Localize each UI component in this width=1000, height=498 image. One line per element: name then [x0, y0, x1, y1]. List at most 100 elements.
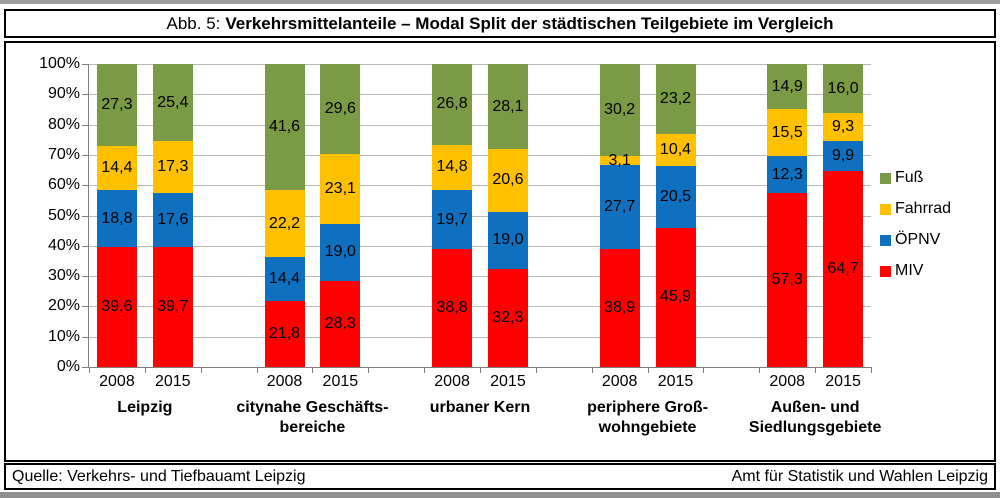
bar-segment-MIV: 38,9 — [599, 249, 640, 367]
bar-segment-Fahrrad: 3,1 — [599, 152, 640, 169]
stacked-bar-2015: 45,9 20,5 10,4 23,2 — [655, 64, 696, 367]
y-axis-tick — [82, 336, 89, 338]
bar-segment-ÖPNV: 9,9 — [823, 140, 864, 171]
bar-segment-Fuß: 14,9 — [767, 64, 808, 110]
group-label-line: bereiche — [279, 419, 346, 436]
bar-segment-Fuß: 30,2 — [599, 64, 640, 156]
segment-value-label: 28,1 — [492, 97, 524, 115]
x-axis-tick — [424, 367, 426, 373]
x-axis-tick — [535, 367, 537, 373]
gridline — [89, 306, 871, 308]
segment-value-label: 28,3 — [324, 315, 356, 333]
stacked-bar-2015: 28,3 19,0 23,1 29,6 — [320, 64, 361, 367]
bar-segment-MIV: 28,3 — [320, 281, 361, 367]
x-axis-tick — [480, 367, 481, 373]
group-label: urbaner Kern — [395, 398, 565, 418]
y-axis-tick — [82, 245, 89, 247]
chart-area: 39,6 18,8 14,4 27,3 2008 39,7 17,6 17,3 25,4 2015… — [6, 43, 994, 460]
year-label: 2008 — [601, 373, 638, 390]
y-axis-label: 60% — [47, 176, 80, 194]
legend-item-ÖPNV: ÖPNV — [880, 231, 951, 249]
bar-segment-MIV: 45,9 — [655, 227, 696, 367]
segment-value-label: 10,4 — [659, 141, 692, 159]
bar-segment-Fuß: 28,1 — [487, 64, 528, 150]
x-axis-tick — [871, 367, 872, 373]
stacked-bar-2015: 64,7 9,9 9,3 16,0 — [823, 64, 864, 367]
source-left: Quelle: Verkehrs- und Tiefbauamt Leipzig — [12, 467, 306, 485]
year-label: 2008 — [99, 373, 135, 390]
bar-segment-MIV: 57,3 — [767, 193, 808, 367]
source-right: Amt für Statistik und Wahlen Leipzig — [731, 467, 988, 485]
group-label-line: citynahe Geschäfts- — [236, 399, 389, 416]
bar-segment-ÖPNV: 12,3 — [767, 156, 808, 194]
legend-label: MIV — [895, 262, 924, 279]
bar-segment-ÖPNV: 19,0 — [320, 223, 361, 282]
bar-segment-Fahrrad: 14,4 — [96, 146, 137, 191]
bar-segment-Fuß: 29,6 — [320, 64, 361, 154]
segment-value-label: 23,2 — [659, 90, 692, 108]
x-axis-tick — [89, 367, 90, 373]
year-label: 2008 — [266, 373, 303, 390]
figure-title-bar: Abb. 5: Verkehrsmittelanteile – Modal Sp… — [4, 9, 996, 38]
year-label: 2008 — [769, 373, 805, 390]
legend-label: ÖPNV — [895, 231, 941, 248]
gridline — [89, 64, 871, 65]
year-label: 2015 — [657, 373, 694, 390]
y-axis-label: 70% — [47, 145, 80, 163]
gridline — [89, 336, 871, 338]
segment-value-label: 12,3 — [771, 165, 803, 183]
bar-segment-MIV: 32,3 — [487, 269, 528, 367]
legend-swatch-icon — [880, 265, 891, 277]
bar-segment-Fahrrad: 22,2 — [264, 190, 305, 258]
stacked-bar-2008: 57,3 12,3 15,5 14,9 — [767, 64, 808, 367]
y-axis-tick — [82, 94, 89, 96]
x-axis-tick — [759, 367, 761, 373]
gridline — [89, 215, 871, 217]
segment-value-label: 14,9 — [771, 77, 803, 95]
x-axis-tick — [815, 367, 817, 373]
bar-segment-Fahrrad: 20,6 — [487, 149, 528, 212]
x-axis-tick — [256, 367, 258, 373]
segment-value-label: 16,0 — [827, 79, 859, 97]
segment-value-label: 23,1 — [324, 179, 356, 197]
bar-segment-MIV: 21,8 — [264, 300, 305, 367]
segment-value-label: 64,7 — [827, 259, 859, 277]
bar-segment-Fuß: 25,4 — [152, 64, 193, 141]
stacked-bar-2008: 21,8 14,4 22,2 41,6 — [264, 64, 305, 367]
plot-area: 39,6 18,8 14,4 27,3 2008 39,7 17,6 17,3 25,4 2015… — [82, 64, 881, 436]
bar-segment-Fahrrad: 15,5 — [767, 109, 808, 157]
bar-segment-Fahrrad: 14,8 — [432, 144, 473, 190]
year-label: 2015 — [825, 373, 861, 390]
legend-item-Fahrrad: Fahrrad — [880, 200, 951, 218]
y-axis-label: 0% — [56, 358, 80, 375]
legend-swatch-icon — [880, 172, 891, 184]
group-label: citynahe Geschäfts-bereiche — [227, 398, 397, 438]
segment-value-label: 21,8 — [268, 324, 301, 342]
x-axis-tick — [312, 367, 314, 373]
x-axis-tick — [368, 367, 370, 373]
segment-value-label: 39,6 — [101, 298, 133, 315]
year-label: 2015 — [490, 373, 526, 390]
x-axis-tick — [647, 367, 649, 373]
segment-value-label: 17,6 — [157, 211, 189, 229]
x-axis-tick — [200, 367, 202, 373]
bar-segment-Fahrrad: 23,1 — [320, 153, 361, 224]
stacked-bar-2015: 32,3 19,0 20,6 28,1 — [487, 64, 528, 367]
bar-segment-MIV: 64,7 — [823, 170, 864, 367]
segment-value-label: 39,7 — [157, 297, 189, 315]
y-axis-tick — [82, 367, 89, 368]
y-axis-tick — [82, 124, 89, 126]
y-axis-label: 50% — [47, 206, 80, 224]
legend: Fuß Fahrrad ÖPNV MIV — [880, 169, 951, 293]
segment-value-label: 41,6 — [268, 118, 301, 136]
segment-value-label: 14,8 — [436, 158, 468, 176]
bar-segment-Fahrrad: 17,3 — [152, 141, 193, 194]
legend-swatch-icon — [880, 203, 891, 215]
segment-value-label: 15,5 — [771, 123, 803, 141]
segment-value-label: 27,7 — [604, 198, 636, 216]
bar-segment-ÖPNV: 27,7 — [599, 165, 640, 250]
y-axis-label: 10% — [47, 327, 80, 345]
segment-value-label: 14,4 — [268, 270, 301, 288]
segment-value-label: 19,7 — [436, 210, 468, 228]
group-label-line: wohngebiete — [598, 419, 697, 436]
